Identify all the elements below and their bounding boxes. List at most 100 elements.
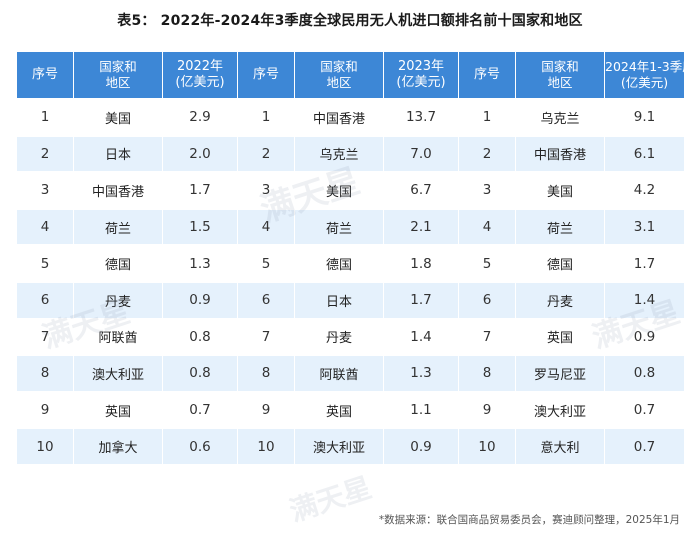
- value-2022-cell: 2.9: [163, 98, 238, 135]
- value-2024-cell: 9.1: [605, 98, 684, 135]
- header-value-2022: 2022年 (亿美元): [163, 52, 238, 98]
- table-row: 8 澳大利亚 0.8 8 阿联酋 1.3 8 罗马尼亚 0.8: [17, 354, 684, 391]
- country-2023-cell: 丹麦: [295, 317, 384, 355]
- country-2023-cell: 荷兰: [295, 207, 384, 245]
- country-2023-cell: 英国: [295, 390, 384, 428]
- table-row: 4 荷兰 1.5 4 荷兰 2.1 4 荷兰 3.1: [17, 207, 684, 245]
- rank-2024-cell: 4: [459, 207, 516, 245]
- table-row: 9 英国 0.7 9 英国 1.1 9 澳大利亚 0.7: [17, 390, 684, 428]
- rank-2022-cell: 4: [17, 207, 74, 245]
- header-country-line1: 国家和: [320, 59, 358, 74]
- value-2022-cell: 2.0: [163, 134, 238, 172]
- rank-2022-cell: 2: [17, 134, 74, 172]
- value-2022-cell: 0.8: [163, 354, 238, 391]
- header-country-line1: 国家和: [99, 59, 137, 74]
- rank-2024-cell: 10: [459, 427, 516, 464]
- value-2022-cell: 0.9: [163, 280, 238, 318]
- country-2024-cell: 意大利: [516, 427, 605, 464]
- header-country-2023: 国家和 地区: [295, 52, 384, 98]
- table-row: 3 中国香港 1.7 3 美国 6.7 3 美国 4.2: [17, 171, 684, 208]
- country-2023-cell: 美国: [295, 171, 384, 208]
- table-row: 5 德国 1.3 5 德国 1.8 5 德国 1.7: [17, 244, 684, 281]
- rank-2023-cell: 4: [238, 207, 295, 245]
- rank-2022-cell: 9: [17, 390, 74, 428]
- rank-2022-cell: 3: [17, 171, 74, 208]
- country-2022-cell: 日本: [74, 134, 163, 172]
- value-2022-cell: 0.6: [163, 427, 238, 464]
- country-2023-cell: 中国香港: [295, 98, 384, 135]
- value-2023-cell: 2.1: [384, 207, 459, 245]
- value-2022-cell: 0.7: [163, 390, 238, 428]
- country-2022-cell: 英国: [74, 390, 163, 428]
- value-2023-cell: 1.3: [384, 354, 459, 391]
- rank-2024-cell: 8: [459, 354, 516, 391]
- header-row: 序号 国家和 地区 2022年 (亿美元) 序号 国家和 地区 2023年 (亿美元) …: [17, 52, 684, 98]
- country-2022-cell: 丹麦: [74, 280, 163, 318]
- country-2022-cell: 阿联酋: [74, 317, 163, 355]
- rank-2024-cell: 1: [459, 98, 516, 135]
- value-2024-cell: 3.1: [605, 207, 684, 245]
- rank-2024-cell: 9: [459, 390, 516, 428]
- value-2023-cell: 13.7: [384, 98, 459, 135]
- rank-2024-cell: 7: [459, 317, 516, 355]
- value-2023-cell: 1.1: [384, 390, 459, 428]
- country-2023-cell: 乌克兰: [295, 134, 384, 172]
- header-unit-2023: (亿美元): [396, 75, 446, 90]
- header-country-2024: 国家和 地区: [516, 52, 605, 98]
- country-2022-cell: 荷兰: [74, 207, 163, 245]
- rank-2023-cell: 3: [238, 171, 295, 208]
- value-2024-cell: 0.7: [605, 427, 684, 464]
- country-2022-cell: 美国: [74, 98, 163, 135]
- table-row: 1 美国 2.9 1 中国香港 13.7 1 乌克兰 9.1: [17, 98, 684, 135]
- country-2022-cell: 澳大利亚: [74, 354, 163, 391]
- value-2022-cell: 1.7: [163, 171, 238, 208]
- rank-2024-cell: 6: [459, 280, 516, 318]
- rank-2023-cell: 1: [238, 98, 295, 135]
- value-2022-cell: 1.5: [163, 207, 238, 245]
- header-country-line1: 国家和: [541, 59, 579, 74]
- rank-2023-cell: 2: [238, 134, 295, 172]
- value-2024-cell: 1.4: [605, 280, 684, 318]
- country-2023-cell: 德国: [295, 244, 384, 281]
- country-2024-cell: 德国: [516, 244, 605, 281]
- watermark-text: 满天星: [285, 470, 376, 529]
- country-2022-cell: 加拿大: [74, 427, 163, 464]
- country-2023-cell: 阿联酋: [295, 354, 384, 391]
- rank-2022-cell: 7: [17, 317, 74, 355]
- value-2023-cell: 7.0: [384, 134, 459, 172]
- country-2022-cell: 德国: [74, 244, 163, 281]
- value-2024-cell: 0.7: [605, 390, 684, 428]
- header-value-2024: 2024年1-3季度(亿美元): [605, 52, 684, 98]
- header-year-2024: 2024年1-3季度: [605, 59, 684, 74]
- data-source-note: *数据来源：联合国商品贸易委员会，赛迪顾问整理，2025年1月: [378, 514, 680, 526]
- header-country-2022: 国家和 地区: [74, 52, 163, 98]
- header-year-2022: 2022年: [176, 59, 224, 74]
- header-unit-2024: (亿美元): [620, 75, 669, 90]
- header-country-line2: 地区: [105, 75, 131, 90]
- header-year-2023: 2023年: [397, 59, 445, 74]
- value-2023-cell: 1.8: [384, 244, 459, 281]
- country-2022-cell: 中国香港: [74, 171, 163, 208]
- table-row: 7 阿联酋 0.8 7 丹麦 1.4 7 英国 0.9: [17, 317, 684, 355]
- header-unit-2022: (亿美元): [175, 75, 225, 90]
- country-2024-cell: 美国: [516, 171, 605, 208]
- country-2023-cell: 澳大利亚: [295, 427, 384, 464]
- header-rank-2024: 序号: [459, 52, 516, 98]
- country-2024-cell: 罗马尼亚: [516, 354, 605, 391]
- country-2024-cell: 中国香港: [516, 134, 605, 172]
- rank-2022-cell: 1: [17, 98, 74, 135]
- country-2024-cell: 丹麦: [516, 280, 605, 318]
- table-row: 6 丹麦 0.9 6 日本 1.7 6 丹麦 1.4: [17, 280, 684, 318]
- value-2024-cell: 0.8: [605, 354, 684, 391]
- value-2022-cell: 1.3: [163, 244, 238, 281]
- rank-2022-cell: 6: [17, 280, 74, 318]
- value-2024-cell: 1.7: [605, 244, 684, 281]
- header-value-2023: 2023年 (亿美元): [384, 52, 459, 98]
- country-2024-cell: 澳大利亚: [516, 390, 605, 428]
- country-2023-cell: 日本: [295, 280, 384, 318]
- value-2023-cell: 1.4: [384, 317, 459, 355]
- rank-2022-cell: 5: [17, 244, 74, 281]
- rank-2023-cell: 8: [238, 354, 295, 391]
- country-2024-cell: 乌克兰: [516, 98, 605, 135]
- rank-2023-cell: 10: [238, 427, 295, 464]
